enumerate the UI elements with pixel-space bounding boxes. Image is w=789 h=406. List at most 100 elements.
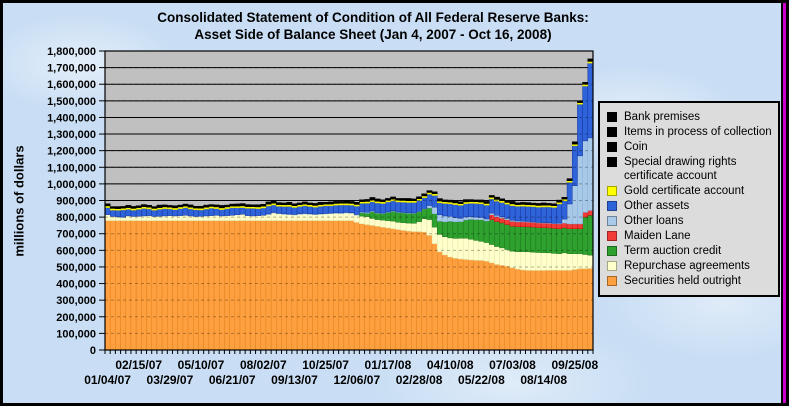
bar-segment bbox=[525, 226, 531, 253]
bar-segment bbox=[400, 212, 407, 224]
bar-segment bbox=[514, 226, 521, 252]
bar-segment bbox=[286, 220, 293, 351]
bar-segment bbox=[193, 220, 199, 351]
bar-segment bbox=[224, 215, 230, 221]
bar-segment bbox=[473, 260, 480, 351]
bar-segment bbox=[239, 207, 246, 215]
legend-swatch bbox=[607, 276, 617, 286]
bar-segment bbox=[530, 222, 537, 228]
bar-segment bbox=[551, 228, 557, 254]
bar-segment bbox=[281, 220, 287, 351]
bar-segment bbox=[239, 203, 246, 205]
bar-segment bbox=[520, 202, 526, 204]
bar-segment bbox=[281, 202, 287, 204]
bar-segment bbox=[405, 212, 412, 224]
bar-segment bbox=[115, 210, 121, 218]
bar-segment bbox=[421, 231, 428, 351]
bar-segment bbox=[494, 200, 500, 216]
bar-segment bbox=[208, 215, 215, 221]
bar-segment bbox=[540, 252, 547, 271]
bar-segment bbox=[374, 212, 381, 220]
bar-segment bbox=[540, 202, 547, 204]
bar-segment bbox=[255, 215, 261, 221]
bar-segment bbox=[239, 220, 246, 351]
bar-segment bbox=[135, 220, 142, 351]
bar-segment bbox=[488, 198, 495, 214]
bar-segment bbox=[483, 260, 490, 351]
bar-segment bbox=[177, 204, 184, 206]
bar-segment bbox=[161, 208, 168, 217]
y-tick-label: 100,000 bbox=[56, 328, 96, 340]
bar-segment bbox=[499, 202, 505, 218]
bar-segment bbox=[244, 220, 251, 351]
bar-segment bbox=[302, 220, 308, 351]
x-tick-label: 02/15/07 bbox=[115, 358, 162, 372]
bar-segment bbox=[193, 209, 199, 217]
bar-segment bbox=[416, 221, 422, 232]
legend-item: Coin bbox=[607, 140, 773, 154]
bar-segment bbox=[577, 104, 583, 157]
bar-segment bbox=[198, 209, 204, 217]
bar-segment bbox=[203, 204, 210, 206]
y-tick-label: 800,000 bbox=[56, 212, 96, 224]
bar-segment bbox=[525, 221, 531, 228]
bar-segment bbox=[457, 205, 464, 219]
bar-segment bbox=[431, 195, 438, 208]
bar-segment bbox=[483, 220, 490, 243]
bar-segment bbox=[483, 242, 490, 262]
bar-segment bbox=[229, 207, 236, 216]
bar-segment bbox=[405, 230, 412, 351]
bar-segment bbox=[447, 237, 454, 258]
bar-segment bbox=[437, 202, 443, 216]
bar-segment bbox=[535, 252, 542, 271]
legend-swatch bbox=[607, 186, 617, 196]
y-tick-label: 1,800,000 bbox=[47, 46, 96, 58]
legend-item: Bank premises bbox=[607, 110, 773, 124]
bar-segment bbox=[156, 209, 163, 217]
bar-segment bbox=[426, 235, 433, 351]
bar-segment bbox=[566, 203, 573, 225]
bar-segment bbox=[369, 225, 376, 351]
legend-label: Securities held outright bbox=[624, 275, 741, 287]
bar-segment bbox=[120, 209, 127, 218]
bar-segment bbox=[551, 203, 557, 205]
bar-segment bbox=[379, 219, 386, 228]
bar-segment bbox=[343, 220, 350, 351]
bar-segment bbox=[359, 212, 365, 217]
bar-segment bbox=[260, 207, 267, 216]
bar-segment bbox=[182, 207, 189, 216]
bar-segment bbox=[229, 215, 236, 221]
bar-segment bbox=[317, 206, 324, 215]
bar-segment bbox=[525, 202, 531, 204]
legend-item: Term auction credit bbox=[607, 244, 773, 258]
legend-swatch bbox=[607, 231, 617, 241]
bar-segment bbox=[182, 220, 189, 351]
bar-segment bbox=[447, 221, 454, 239]
bar-segment bbox=[447, 199, 454, 201]
bar-segment bbox=[125, 209, 132, 217]
bar-segment bbox=[322, 220, 329, 351]
bar-segment bbox=[504, 219, 511, 225]
bar-segment bbox=[556, 253, 563, 271]
bar-segment bbox=[499, 222, 505, 249]
bar-segment bbox=[270, 200, 277, 202]
bar-segment bbox=[478, 260, 485, 351]
bar-segment bbox=[442, 221, 448, 237]
bar-segment bbox=[582, 216, 589, 255]
bar-segment bbox=[494, 196, 500, 198]
bar-segment bbox=[338, 204, 345, 214]
bar-segment bbox=[488, 262, 495, 351]
bar-segment bbox=[213, 208, 220, 216]
bar-segment bbox=[167, 215, 173, 221]
bar-segment bbox=[546, 252, 552, 271]
bar-segment bbox=[307, 206, 313, 215]
bar-segment bbox=[546, 206, 552, 224]
bar-segment bbox=[587, 215, 594, 256]
bar-segment bbox=[135, 209, 142, 217]
bar-segment bbox=[359, 203, 365, 213]
bar-segment bbox=[333, 204, 339, 214]
bar-segment bbox=[540, 270, 547, 351]
bar-segment bbox=[291, 203, 298, 205]
bar-segment bbox=[468, 203, 474, 217]
bar-segment bbox=[494, 264, 500, 351]
